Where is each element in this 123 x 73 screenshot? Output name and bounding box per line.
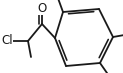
Text: O: O: [37, 2, 47, 15]
Text: Cl: Cl: [1, 35, 13, 48]
